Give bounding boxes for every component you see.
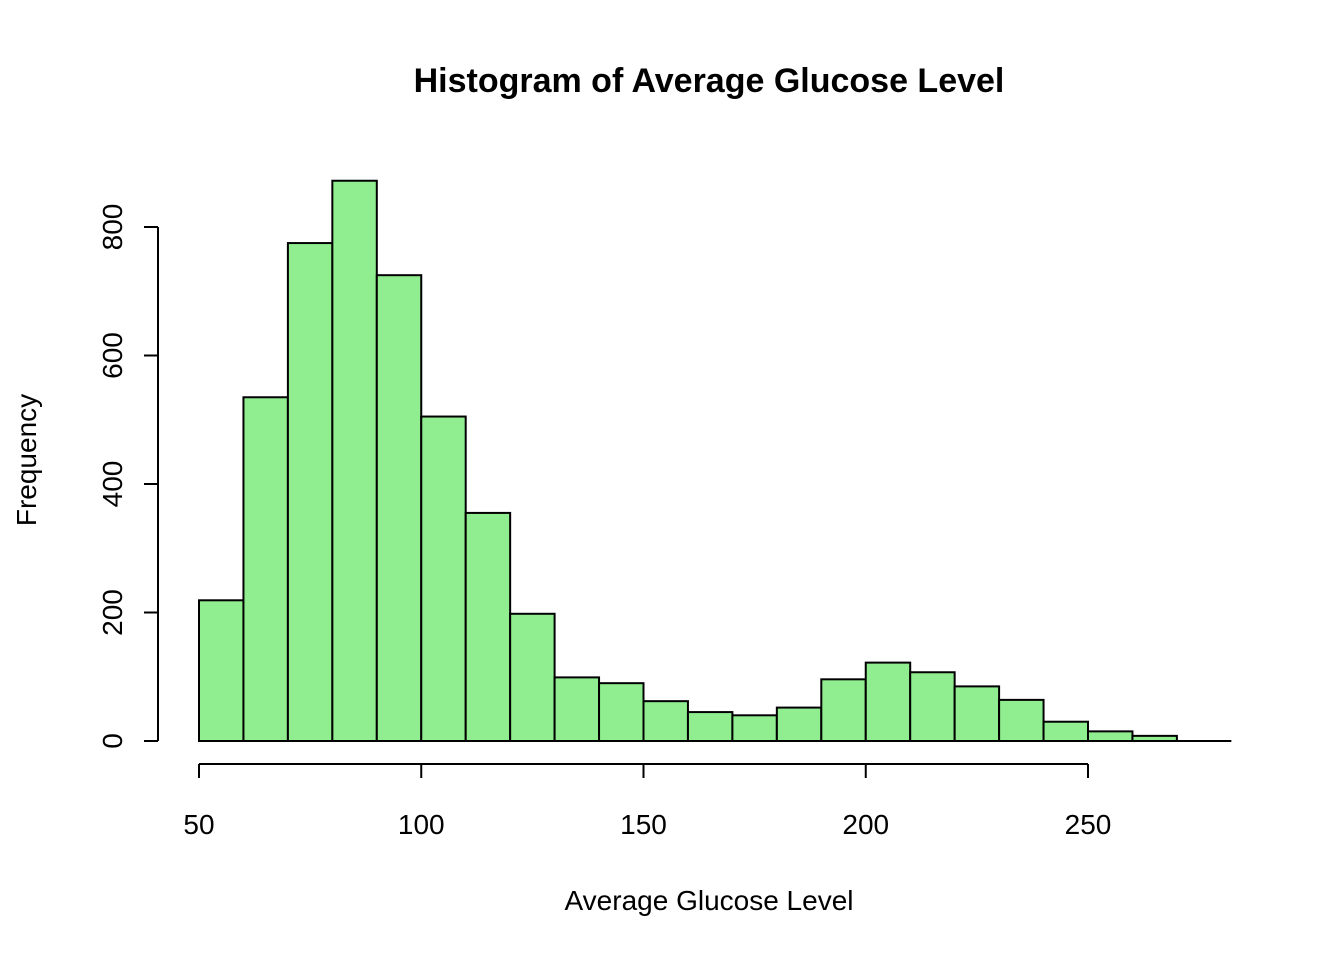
histogram-bar <box>953 685 1001 743</box>
histogram-bar <box>998 698 1045 743</box>
y-tick-label: 200 <box>97 589 128 636</box>
y-tick-label: 0 <box>97 733 128 749</box>
histogram-bar <box>420 415 467 742</box>
chart-title: Histogram of Average Glucose Level <box>414 62 1005 100</box>
x-axis: 50 100 150 200 250 <box>183 763 1112 840</box>
x-axis-label: Average Glucose Level <box>565 885 854 916</box>
y-tick-label: 600 <box>97 332 128 379</box>
histogram-bar <box>820 678 867 743</box>
histogram-bar <box>1042 720 1090 742</box>
x-tick-label: 200 <box>842 809 889 840</box>
histogram-bar <box>198 599 245 742</box>
histogram-bar <box>464 511 512 742</box>
histogram-bar <box>286 242 334 742</box>
x-tick-label: 50 <box>183 809 214 840</box>
histogram-bar <box>509 612 556 742</box>
histogram-bar <box>731 714 778 742</box>
histogram-bar <box>864 661 912 742</box>
histogram-bar <box>642 700 689 742</box>
y-tick-label: 800 <box>97 204 128 251</box>
histogram-bar <box>553 676 601 743</box>
histogram-bar <box>686 711 734 743</box>
histogram-bar <box>331 179 378 743</box>
bars-group <box>198 179 1178 743</box>
histogram-bar <box>242 396 289 742</box>
histogram-bar <box>1087 730 1134 742</box>
x-tick-label: 100 <box>398 809 445 840</box>
y-axis-label: Frequency <box>11 394 42 526</box>
x-tick-label: 150 <box>620 809 667 840</box>
histogram-bar <box>375 274 423 742</box>
x-tick-label: 250 <box>1065 809 1112 840</box>
histogram-bar <box>598 682 645 742</box>
y-axis: 0 200 400 600 800 <box>97 204 159 749</box>
histogram-bar <box>775 706 823 743</box>
histogram-bar <box>909 671 956 742</box>
y-tick-label: 400 <box>97 461 128 508</box>
